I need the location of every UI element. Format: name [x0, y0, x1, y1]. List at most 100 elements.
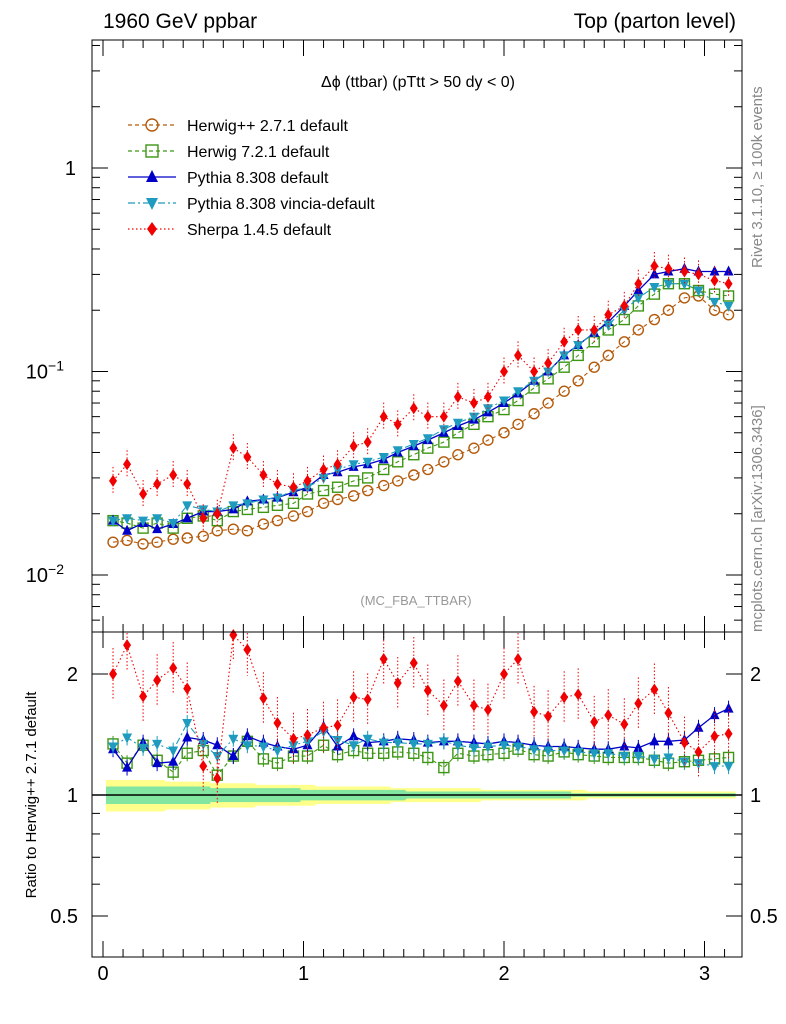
data-point [618, 336, 630, 348]
data-point [198, 505, 209, 516]
ratio-series-layer [107, 629, 735, 805]
data-point [678, 292, 691, 304]
data-point [121, 534, 133, 547]
data-point [348, 460, 359, 471]
ratio-point [483, 703, 492, 716]
data-point [107, 536, 119, 548]
ratio-point [559, 746, 570, 757]
ratio-point [560, 691, 569, 704]
data-point [108, 516, 119, 527]
data-point [347, 475, 360, 487]
analysis-label: (MC_FBA_TTBAR) [360, 593, 471, 608]
ratio-point [152, 757, 163, 768]
data-point [199, 512, 208, 525]
ratio-point [228, 750, 239, 761]
ratio-point [723, 702, 734, 713]
ratio-point [499, 741, 509, 752]
ratio-point [259, 692, 268, 705]
data-point [152, 514, 163, 525]
ratio-point [649, 735, 660, 746]
ratio-point [680, 736, 689, 749]
data-point [590, 323, 599, 336]
data-point [648, 313, 661, 326]
ratio-point [649, 754, 660, 765]
legend-marker [145, 144, 159, 158]
data-point [318, 473, 329, 484]
ratio-point [604, 709, 613, 722]
ratio-point [619, 752, 630, 763]
data-point [602, 349, 614, 362]
data-point [331, 481, 344, 493]
data-point [560, 335, 569, 348]
data-point [542, 397, 554, 409]
data-point [650, 259, 659, 272]
ratio-point [272, 746, 283, 757]
data-point [574, 323, 583, 336]
data-point [393, 418, 402, 431]
data-point [289, 481, 298, 494]
data-point [409, 402, 418, 415]
ratio-point [573, 747, 584, 758]
ratio-panel: 0.5 0.5 1 1 2 2 Ratio to Herwig++ 2.7.1 defau… [23, 629, 778, 958]
ratio-point [590, 715, 599, 728]
ratio-point [349, 691, 358, 704]
data-point [271, 514, 284, 527]
data-point [438, 456, 450, 468]
data-point [422, 463, 434, 476]
ratio-point [229, 629, 238, 642]
ratio-point [303, 729, 312, 742]
data-point [649, 283, 660, 294]
data-point [694, 268, 703, 281]
ratio-point [378, 738, 389, 749]
data-point [392, 475, 404, 487]
data-point [303, 474, 312, 487]
data-point [499, 396, 509, 407]
ratio-point [423, 684, 432, 697]
data-point [422, 434, 433, 445]
series-0 [107, 290, 735, 550]
data-point [392, 456, 404, 468]
ratio-point [408, 739, 419, 750]
ratio-point [438, 737, 449, 748]
ratio-point [212, 739, 223, 750]
ratio-point [213, 772, 222, 785]
data-point [317, 484, 330, 497]
data-point [558, 385, 570, 397]
ratio-point [258, 742, 269, 753]
main-series-layer [107, 251, 735, 550]
ratio-ylabel: Ratio to Herwig++ 2.7.1 default [23, 691, 40, 899]
data-point [287, 510, 300, 522]
data-point [633, 293, 644, 304]
data-point [333, 458, 342, 471]
data-point [724, 277, 733, 290]
data-point [317, 497, 330, 510]
data-point [392, 446, 403, 457]
data-point [197, 530, 209, 542]
x-tick-label: 0 [97, 963, 108, 985]
ratio-line [112, 740, 729, 777]
ratio-point [302, 737, 313, 748]
ratio-point [288, 741, 299, 752]
ratio-tick-label-right: 2 [750, 664, 761, 686]
data-point [423, 410, 432, 423]
series-line [112, 283, 729, 529]
data-point [138, 516, 149, 527]
data-point [693, 286, 704, 297]
data-point [453, 390, 462, 403]
ratio-point [182, 719, 193, 730]
data-point [632, 324, 645, 336]
ratio-point [319, 721, 328, 734]
ratio-point [543, 746, 554, 757]
x-tick-label: 3 [699, 963, 710, 985]
data-point [588, 361, 600, 373]
data-point [723, 301, 734, 312]
data-point [182, 501, 193, 512]
data-point [213, 507, 222, 520]
data-point [257, 518, 270, 530]
ratio-point [453, 675, 462, 688]
ratio-point [439, 699, 448, 712]
ratio-point [362, 734, 373, 745]
data-point [663, 279, 674, 290]
data-point [183, 478, 192, 491]
